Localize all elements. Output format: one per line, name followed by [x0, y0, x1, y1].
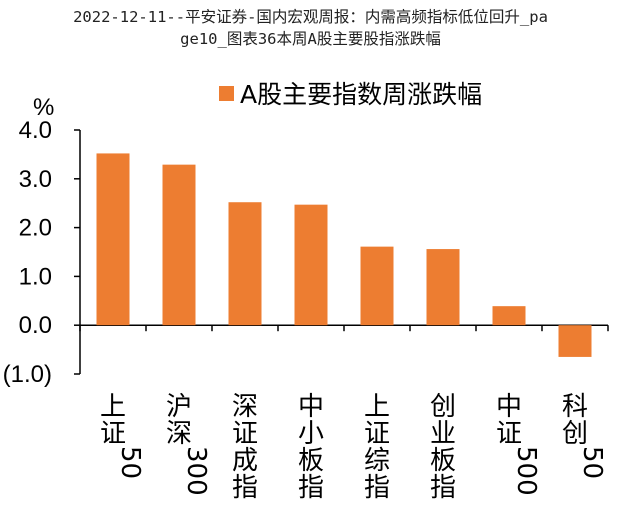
bar-1 [97, 153, 130, 325]
bar-7 [493, 306, 526, 325]
bar-5 [361, 247, 394, 326]
y-tick-label: 1.0 [19, 263, 52, 290]
category-label-part: 证 [364, 419, 390, 449]
y-tick-label: 2.0 [19, 215, 52, 242]
category-label-part: 小 [298, 419, 324, 449]
y-tick-label: 4.0 [19, 117, 52, 144]
category-label-part: 50 [577, 446, 607, 479]
y-tick-label: (1.0) [3, 361, 52, 388]
category-label-part: 创 [430, 392, 456, 422]
bar-4 [295, 205, 328, 326]
legend-label: A股主要指数周涨跌幅 [240, 80, 482, 109]
category-label-part: 综 [364, 446, 390, 476]
category-label-part: 业 [430, 419, 456, 449]
category-label-part: 500 [511, 446, 541, 496]
bar-6 [427, 249, 460, 325]
category-label-part: 成 [232, 446, 258, 476]
category-label-part: 50 [115, 446, 145, 479]
category-label-part: 上 [100, 392, 126, 422]
category-label-part: 指 [364, 473, 390, 503]
category-label-part: 沪 [166, 392, 192, 422]
category-label-part: 上 [364, 392, 390, 422]
category-label-part: 中 [496, 392, 522, 422]
category-label-part: 中 [298, 392, 324, 422]
y-tick-label: 0.0 [19, 312, 52, 339]
bar-8 [559, 325, 592, 357]
y-tick-label: 3.0 [19, 166, 52, 193]
category-label-part: 深 [232, 392, 258, 422]
category-label-part: 证 [100, 419, 126, 449]
category-label-part: 科 [562, 392, 588, 422]
legend-swatch [219, 86, 234, 101]
category-label-part: 证 [232, 419, 258, 449]
category-label-part: 证 [496, 419, 522, 449]
category-label-part: 指 [298, 473, 324, 503]
category-label-part: 深 [166, 419, 192, 449]
bar-2 [163, 165, 196, 326]
category-label-part: 指 [232, 473, 258, 503]
category-label-part: 板 [298, 446, 324, 476]
category-label-part: 板 [430, 446, 456, 476]
bar-3 [229, 202, 262, 325]
category-label-part: 指 [430, 473, 456, 503]
category-label-part: 300 [181, 446, 211, 496]
category-label-part: 创 [562, 419, 588, 449]
